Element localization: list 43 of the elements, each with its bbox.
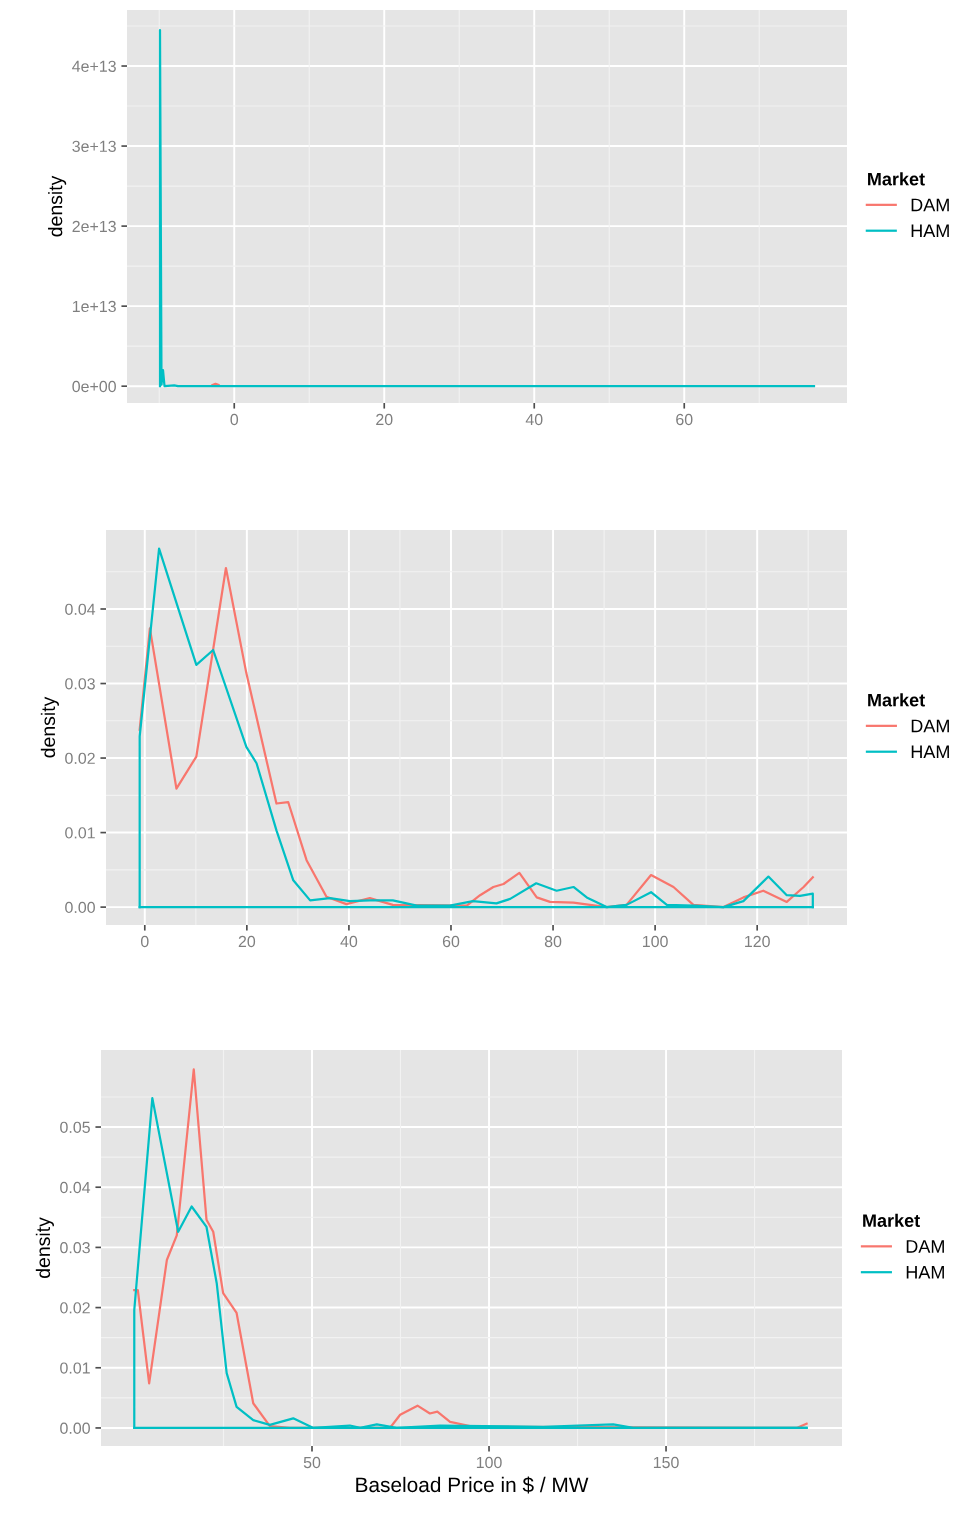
y-tick-label: 0e+00 [72,380,116,393]
y-tick-label: 0.05 [60,1121,90,1133]
x-axis-title: Baseload Price in $ / MW [356,1476,589,1494]
x-tick-label: 120 [745,935,770,948]
y-tick-label: 2e+13 [72,220,116,233]
y-tick-label: 0.02 [60,1302,90,1314]
x-tick-label: 40 [525,413,543,426]
y-axis-title: density [35,1217,54,1278]
y-axis-title: density [48,175,67,237]
y-tick-label: 3e+13 [72,140,116,153]
y-tick-label: 0.02 [65,752,95,764]
x-tick-label: 60 [442,935,460,948]
y-tick-label: 0.00 [65,901,95,914]
y-tick-label: 0.01 [60,1362,90,1374]
y-tick-label: 1e+13 [72,300,116,313]
legend-label: HAM [906,1266,944,1279]
x-tick-label: 0 [140,935,149,948]
x-tick-label: 60 [676,413,693,426]
legend-label: HAM [911,224,949,238]
legend-label: DAM [911,198,949,212]
legend-label: DAM [906,1240,944,1253]
legend-title: Market [863,1213,920,1227]
legend-label: DAM [911,719,949,733]
x-tick-label: 150 [653,1456,679,1469]
x-tick-label: 100 [643,935,668,948]
legend-title: Market [868,693,925,707]
y-axis-title: density [40,696,59,758]
y-tick-label: 0.04 [65,603,96,615]
x-tick-label: 50 [303,1456,321,1469]
y-tick-label: 0.03 [60,1242,90,1254]
x-tick-label: 20 [238,935,256,948]
y-tick-label: 0.01 [65,827,95,839]
legend-title: Market [868,172,925,186]
x-tick-label: 80 [544,935,562,948]
x-tick-label: 0 [230,413,239,426]
y-tick-label: 0.03 [65,678,95,690]
x-tick-label: 40 [340,935,358,948]
x-tick-label: 100 [476,1456,502,1469]
y-tick-label: 0.04 [60,1181,91,1194]
x-tick-label: 20 [376,413,393,426]
y-tick-label: 4e+13 [72,60,116,72]
y-tick-label: 0.00 [60,1422,90,1434]
legend-label: HAM [911,745,949,759]
